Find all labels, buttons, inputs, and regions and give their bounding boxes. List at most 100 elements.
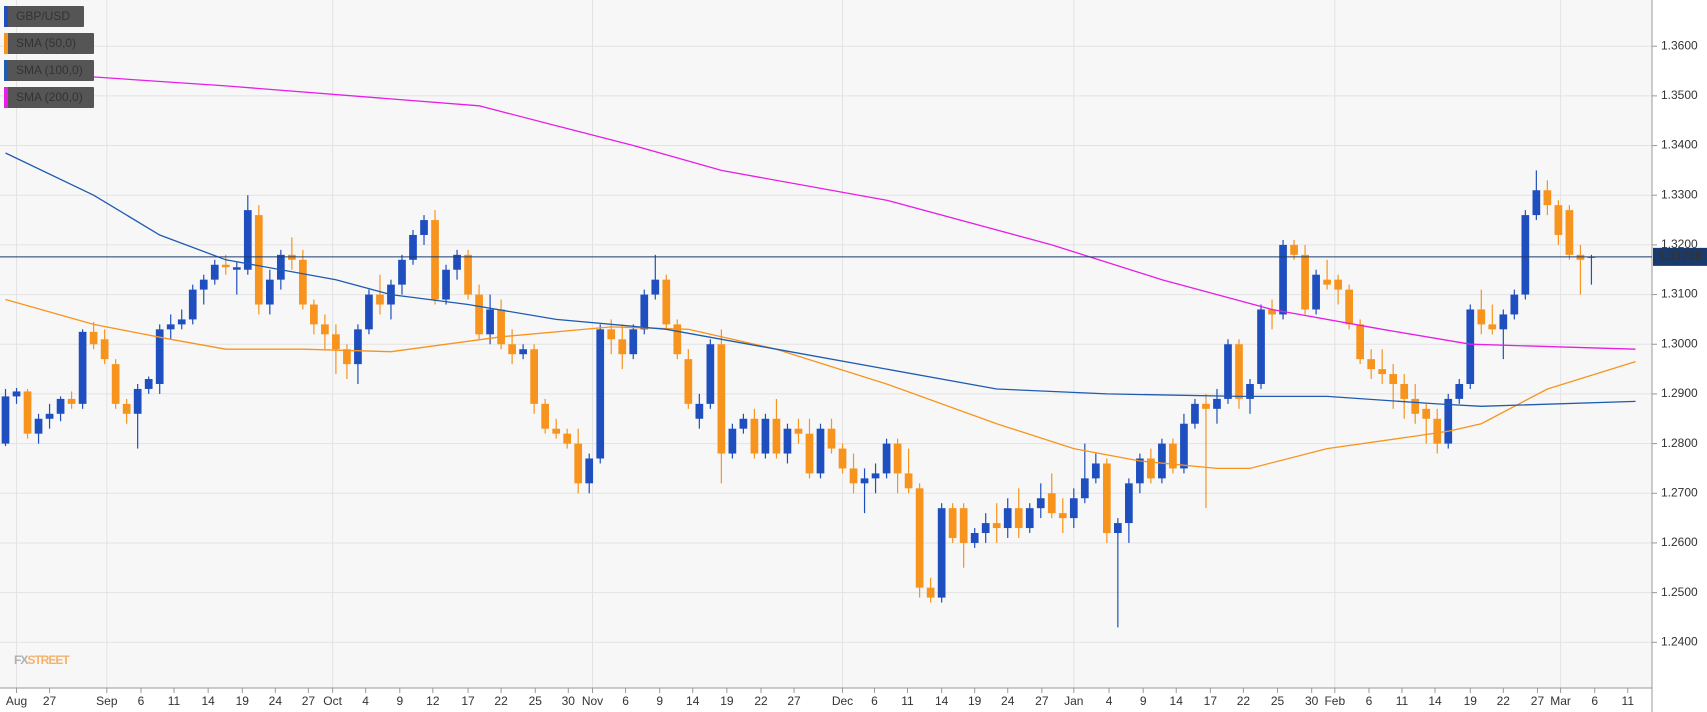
- legend-label: GBP/USD: [16, 9, 70, 23]
- candle-body: [1047, 493, 1056, 514]
- x-tick-label: 27: [302, 694, 316, 708]
- candle-body: [574, 443, 583, 484]
- candle-body: [761, 418, 770, 454]
- legend-box: [4, 33, 94, 54]
- candle-body: [750, 418, 759, 454]
- x-tick-label: 11: [901, 694, 914, 708]
- candle-body: [893, 443, 902, 474]
- x-tick-label: Jan: [1064, 694, 1083, 708]
- x-tick-label: 19: [236, 694, 250, 708]
- x-tick-label: 24: [1001, 694, 1015, 708]
- x-tick-label: 17: [1204, 694, 1218, 708]
- candle-body: [772, 418, 781, 454]
- x-tick-label: 11: [168, 694, 181, 708]
- candle-body: [299, 259, 307, 305]
- candle-body: [1543, 190, 1552, 206]
- y-tick-label: 1.3000: [1661, 336, 1698, 350]
- legend-swatch: [4, 60, 8, 81]
- candle-body: [1147, 458, 1155, 479]
- watermark-part: STREET: [27, 653, 70, 667]
- candle-body: [111, 364, 120, 404]
- legend-box: [4, 87, 94, 108]
- candle-body: [1301, 254, 1309, 310]
- x-tick-label: 14: [1428, 694, 1442, 708]
- candle-body: [188, 289, 197, 320]
- x-tick-label: 14: [1170, 694, 1184, 708]
- candle-body: [1268, 309, 1276, 315]
- candle-body: [1202, 403, 1210, 409]
- watermark-part: FX: [14, 653, 28, 667]
- candle-body: [144, 379, 153, 389]
- candle-body: [959, 508, 968, 543]
- candle-body: [442, 269, 450, 300]
- candle-body: [1003, 508, 1012, 529]
- x-tick-label: 19: [720, 694, 734, 708]
- candle-body: [1433, 418, 1442, 444]
- candle-body: [1014, 508, 1023, 529]
- candle-body: [133, 388, 142, 414]
- candle-body: [871, 473, 880, 479]
- watermark: FXSTREET: [14, 653, 70, 667]
- x-tick-label: 24: [269, 694, 283, 708]
- candle-body: [1422, 408, 1431, 419]
- x-tick-label: 4: [362, 694, 369, 708]
- candle-body: [409, 234, 417, 260]
- y-tick-label: 1.2700: [1661, 485, 1698, 499]
- candle-body: [1224, 344, 1232, 399]
- candle-body: [1488, 324, 1497, 330]
- candle-body: [739, 418, 748, 429]
- candle-body: [431, 220, 439, 300]
- legend-label: SMA (200,0): [16, 90, 83, 104]
- x-tick-label: 6: [1366, 694, 1373, 708]
- candle-body: [376, 294, 384, 305]
- candle-body: [882, 443, 891, 474]
- candle-body: [926, 587, 935, 598]
- y-tick-label: 1.2500: [1661, 585, 1698, 599]
- candle-body: [1521, 215, 1530, 295]
- candle-body: [673, 324, 682, 355]
- candle-body: [23, 391, 32, 434]
- candle-body: [199, 279, 208, 290]
- x-tick-label: 11: [1396, 694, 1409, 708]
- candle-body: [1069, 498, 1078, 519]
- y-tick-label: 1.2600: [1661, 535, 1698, 549]
- candle-body: [1113, 523, 1122, 534]
- candle-body: [651, 279, 660, 295]
- x-tick-label: 30: [562, 694, 576, 708]
- x-tick-label: Mar: [1550, 694, 1571, 708]
- axis-background: [1652, 0, 1707, 712]
- x-tick-label: Nov: [582, 694, 603, 708]
- candle-body: [948, 508, 957, 538]
- candle-body: [1036, 498, 1045, 509]
- sma-line: [5, 152, 1636, 407]
- candle-body: [695, 403, 704, 419]
- x-tick-label: 6: [622, 694, 629, 708]
- x-tick-label: 14: [935, 694, 949, 708]
- candle-body: [155, 329, 164, 384]
- y-tick-label: 1.2800: [1661, 436, 1698, 450]
- candle-body: [34, 418, 43, 434]
- y-tick-label: 1.3600: [1661, 38, 1698, 52]
- candle-body: [1158, 443, 1166, 479]
- x-tick-label: 22: [1497, 694, 1511, 708]
- candle-body: [728, 428, 737, 454]
- x-tick-label: 4: [1106, 694, 1113, 708]
- candle-body: [12, 391, 21, 397]
- x-tick-label: 6: [1591, 694, 1598, 708]
- candle-body: [210, 264, 219, 280]
- candle-body: [332, 334, 340, 350]
- candle-body: [860, 478, 869, 484]
- x-tick-label: 17: [461, 694, 475, 708]
- last-price-box: [1653, 247, 1707, 266]
- legend-label: SMA (50,0): [16, 36, 76, 50]
- candle-body: [508, 344, 516, 355]
- candle-body: [1554, 205, 1563, 235]
- candle-body: [398, 259, 406, 285]
- candle-body: [1058, 513, 1067, 519]
- sma-line: [5, 70, 1636, 350]
- candle-body: [541, 403, 550, 429]
- x-tick-label: Aug: [6, 694, 27, 708]
- candle-body: [794, 428, 803, 434]
